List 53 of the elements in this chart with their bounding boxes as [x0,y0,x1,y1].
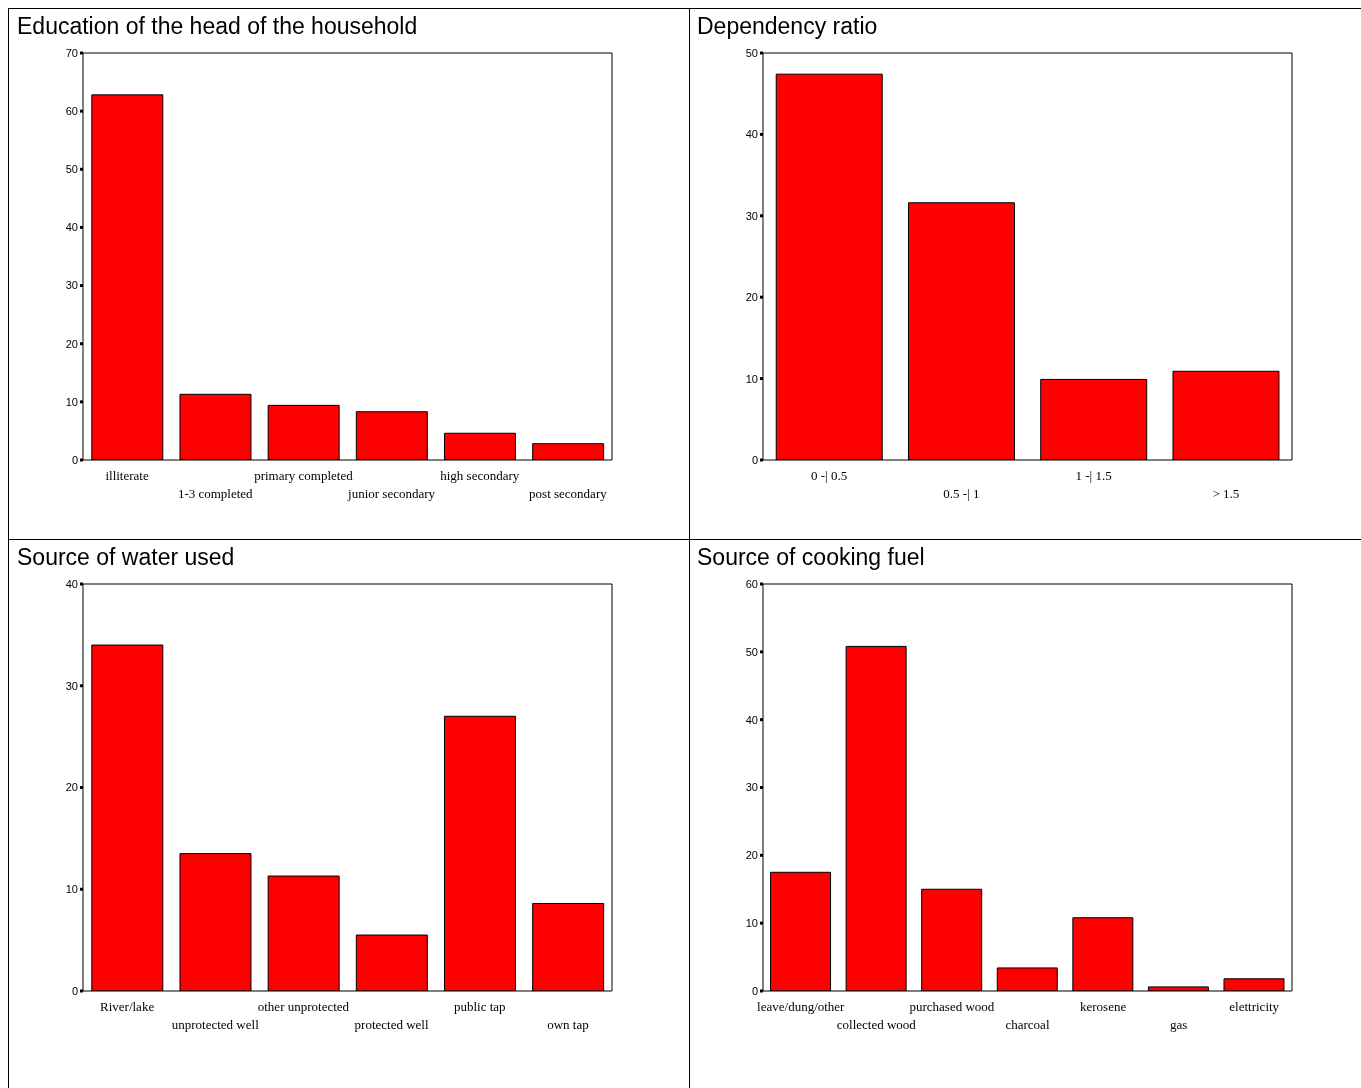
x-tick-label: 0.5 -| 1 [943,486,980,501]
x-tick-label: unprotected well [171,1017,260,1032]
y-tick-label: 40 [65,577,78,590]
y-tick-label: 30 [745,781,758,794]
y-tick-label: 20 [745,849,758,862]
x-tick-label: purchased wood [909,999,995,1014]
chart-title: Dependency ratio [697,13,879,40]
x-tick-label: other unprotected [257,999,350,1014]
y-tick-label: 0 [751,453,758,466]
x-tick-label: River/lake [100,999,155,1014]
x-tick-label: elettricity [1229,999,1280,1014]
y-tick-label: 60 [65,105,78,118]
x-tick-label: kerosene [1079,999,1127,1014]
y-tick-label: 50 [745,46,758,59]
y-tick-label: 20 [745,291,758,304]
y-tick-label: 30 [65,279,78,292]
y-tick-label: 40 [65,221,78,234]
x-tick-label: gas [1169,1017,1188,1032]
y-tick-label: 10 [65,883,78,896]
x-tick-label: charcoal [1005,1017,1050,1032]
x-tick-label: own tap [547,1017,589,1032]
x-tick-label: junior secondary [347,486,436,501]
y-tick-label: 20 [65,781,78,794]
x-tick-label: public tap [453,999,506,1014]
x-tick-label: 1 -| 1.5 [1075,468,1112,483]
y-tick-label: 50 [65,163,78,176]
y-tick-label: 60 [745,577,758,590]
chart-title: Source of cooking fuel [697,544,926,571]
y-tick-label: 0 [71,984,78,997]
y-tick-label: 30 [745,209,758,222]
chart-title: Education of the head of the household [17,13,419,40]
x-tick-label: high secondary [440,468,520,483]
y-tick-label: 40 [745,713,758,726]
y-tick-label: 40 [745,128,758,141]
y-tick-label: 0 [751,984,758,997]
x-tick-label: 0 -| 0.5 [811,468,848,483]
x-tick-label: > 1.5 [1212,486,1240,501]
x-tick-label: post secondary [529,486,608,501]
x-tick-label: leave/dung/other [757,999,846,1014]
y-tick-label: 10 [745,917,758,930]
y-tick-label: 30 [65,679,78,692]
y-tick-label: 70 [65,46,78,59]
x-tick-label: collected wood [836,1017,917,1032]
x-tick-label: primary completed [254,468,354,483]
x-tick-label: 1-3 completed [177,486,254,501]
x-tick-label: illiterate [105,468,149,483]
y-tick-label: 10 [65,395,78,408]
y-tick-label: 0 [71,453,78,466]
y-tick-label: 10 [745,372,758,385]
y-tick-label: 50 [745,645,758,658]
x-tick-label: protected well [354,1017,429,1032]
chart-title: Source of water used [17,544,236,571]
y-tick-label: 20 [65,337,78,350]
